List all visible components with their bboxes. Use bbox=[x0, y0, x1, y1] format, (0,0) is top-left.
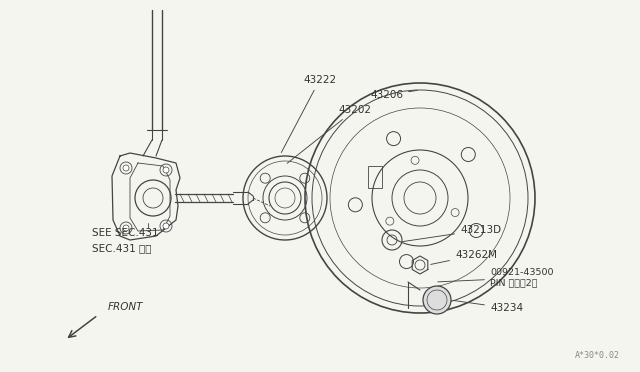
Circle shape bbox=[163, 223, 169, 229]
Text: 43234: 43234 bbox=[452, 300, 523, 313]
Circle shape bbox=[123, 165, 129, 171]
Text: 43202: 43202 bbox=[287, 105, 371, 163]
Circle shape bbox=[423, 286, 451, 314]
Text: 43206: 43206 bbox=[370, 90, 417, 100]
Text: A*30*0.02: A*30*0.02 bbox=[575, 351, 620, 360]
Circle shape bbox=[163, 167, 169, 173]
Text: SEE SEC.431
SEC.431 参図: SEE SEC.431 SEC.431 参図 bbox=[92, 228, 159, 253]
Text: FRONT: FRONT bbox=[108, 302, 143, 312]
Bar bbox=[368, 166, 382, 188]
Text: 00921-43500
PIN ピン（2）: 00921-43500 PIN ピン（2） bbox=[438, 268, 554, 288]
Text: 43213D: 43213D bbox=[403, 225, 501, 241]
Circle shape bbox=[123, 225, 129, 231]
Text: 43222: 43222 bbox=[282, 75, 336, 153]
Text: 43262M: 43262M bbox=[431, 250, 497, 264]
